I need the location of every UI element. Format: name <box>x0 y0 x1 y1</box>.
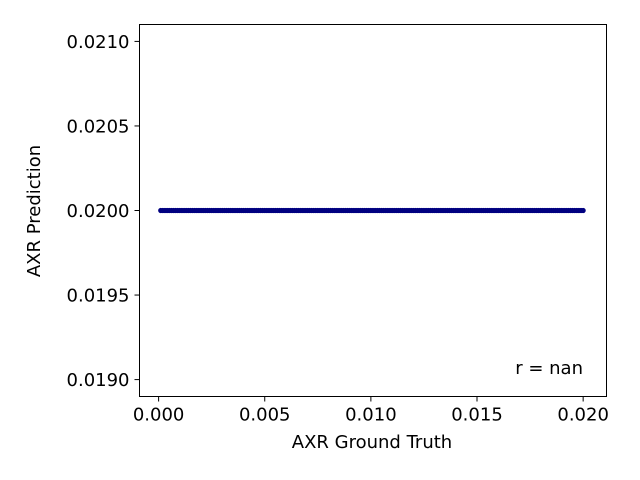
y-tick-label: 0.0210 <box>67 32 130 53</box>
y-tick-label: 0.0190 <box>67 370 130 391</box>
y-axis-ticks: 0.0190 0.0195 0.0200 0.0205 0.0210 <box>67 32 140 391</box>
x-tick-label: 0.000 <box>133 405 185 426</box>
x-axis-ticks: 0.000 0.005 0.010 0.015 0.020 <box>133 396 609 426</box>
x-tick-label: 0.015 <box>451 405 503 426</box>
y-tick-label: 0.0195 <box>67 286 130 307</box>
correlation-annotation: r = nan <box>515 358 583 379</box>
data-points <box>158 207 586 214</box>
data-point <box>580 207 586 214</box>
x-axis-label: AXR Ground Truth <box>292 432 452 453</box>
y-axis-label: AXR Prediction <box>24 145 45 277</box>
x-tick-label: 0.010 <box>345 405 397 426</box>
x-tick-label: 0.020 <box>557 405 609 426</box>
y-tick-label: 0.0200 <box>67 201 130 222</box>
x-tick-label: 0.005 <box>239 405 291 426</box>
y-tick-label: 0.0205 <box>67 116 130 137</box>
